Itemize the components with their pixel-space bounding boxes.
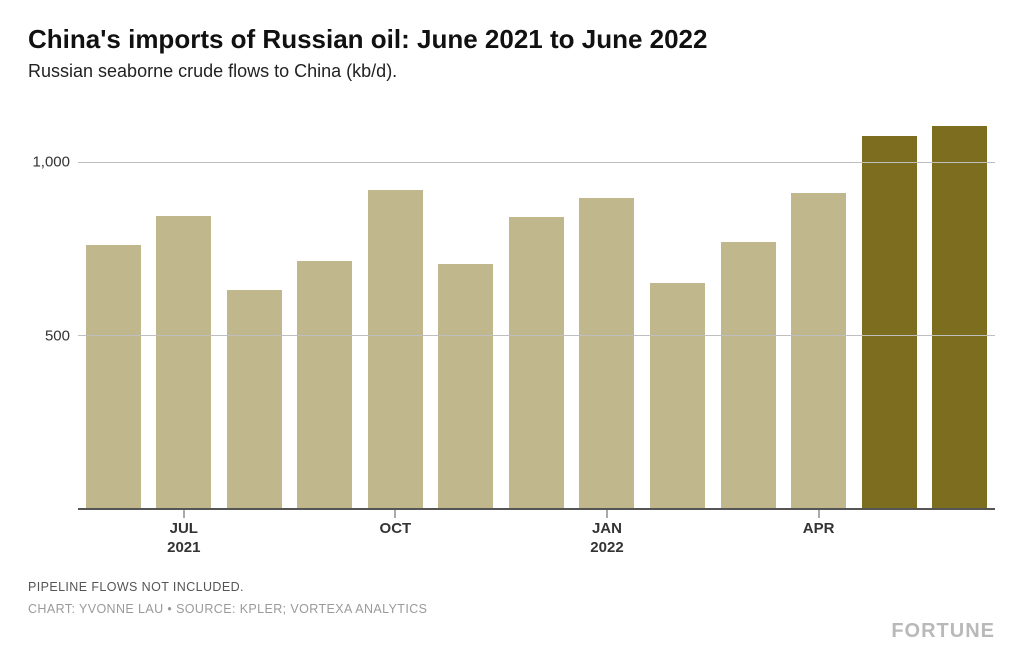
gridline — [78, 335, 995, 336]
bar-slot — [78, 110, 149, 508]
bar — [156, 216, 211, 508]
x-tick-label: OCT — [380, 520, 412, 539]
bar-slot — [783, 110, 854, 508]
bar — [721, 242, 776, 508]
bar-slot — [360, 110, 431, 508]
bar-slot — [290, 110, 361, 508]
bar — [368, 190, 423, 508]
y-tick-label: 1,000 — [32, 154, 70, 171]
x-tick-label: JAN2022 — [590, 520, 623, 558]
chart-title: China's imports of Russian oil: June 202… — [28, 24, 995, 55]
bar-slot — [572, 110, 643, 508]
bar-slot — [149, 110, 220, 508]
chart-area: 500 1,000 — [28, 110, 995, 510]
x-slot — [924, 510, 995, 558]
bar — [650, 283, 705, 508]
x-tick — [395, 510, 396, 518]
x-tick — [818, 510, 819, 518]
bar-slot — [642, 110, 713, 508]
x-axis: JUL2021 OCT JAN2022 APR — [78, 510, 995, 558]
x-tick-label: APR — [803, 520, 835, 539]
chart-subtitle: Russian seaborne crude flows to China (k… — [28, 61, 995, 82]
x-slot: APR — [783, 510, 854, 558]
bar — [438, 264, 493, 508]
x-tick-label: JUL2021 — [167, 520, 200, 558]
x-slot — [431, 510, 502, 558]
y-axis: 500 1,000 — [28, 110, 78, 510]
bar-slot — [219, 110, 290, 508]
bar — [86, 245, 141, 508]
bar — [579, 198, 634, 508]
chart-credit: CHART: YVONNE LAU • SOURCE: KPLER; VORTE… — [28, 602, 995, 616]
x-slot — [219, 510, 290, 558]
y-tick-label: 500 — [45, 328, 70, 345]
x-slot — [642, 510, 713, 558]
x-slot — [290, 510, 361, 558]
bar-slot — [854, 110, 925, 508]
bars-container — [78, 110, 995, 508]
bar-slot — [924, 110, 995, 508]
x-slot: OCT — [360, 510, 431, 558]
x-slot — [713, 510, 784, 558]
bar — [862, 136, 917, 508]
bar — [227, 290, 282, 508]
bar — [297, 261, 352, 508]
x-slot — [501, 510, 572, 558]
chart-footnote: PIPELINE FLOWS NOT INCLUDED. — [28, 580, 995, 594]
bar-slot — [431, 110, 502, 508]
brand-logo: FORTUNE — [891, 620, 995, 643]
x-tick — [183, 510, 184, 518]
gridline — [78, 162, 995, 163]
x-slot — [854, 510, 925, 558]
plot-area — [78, 110, 995, 510]
bar — [791, 193, 846, 508]
x-slot — [78, 510, 149, 558]
bar-slot — [501, 110, 572, 508]
x-slot: JAN2022 — [572, 510, 643, 558]
x-tick — [606, 510, 607, 518]
x-slot: JUL2021 — [149, 510, 220, 558]
bar-slot — [713, 110, 784, 508]
bar — [509, 217, 564, 508]
bar — [932, 126, 987, 508]
